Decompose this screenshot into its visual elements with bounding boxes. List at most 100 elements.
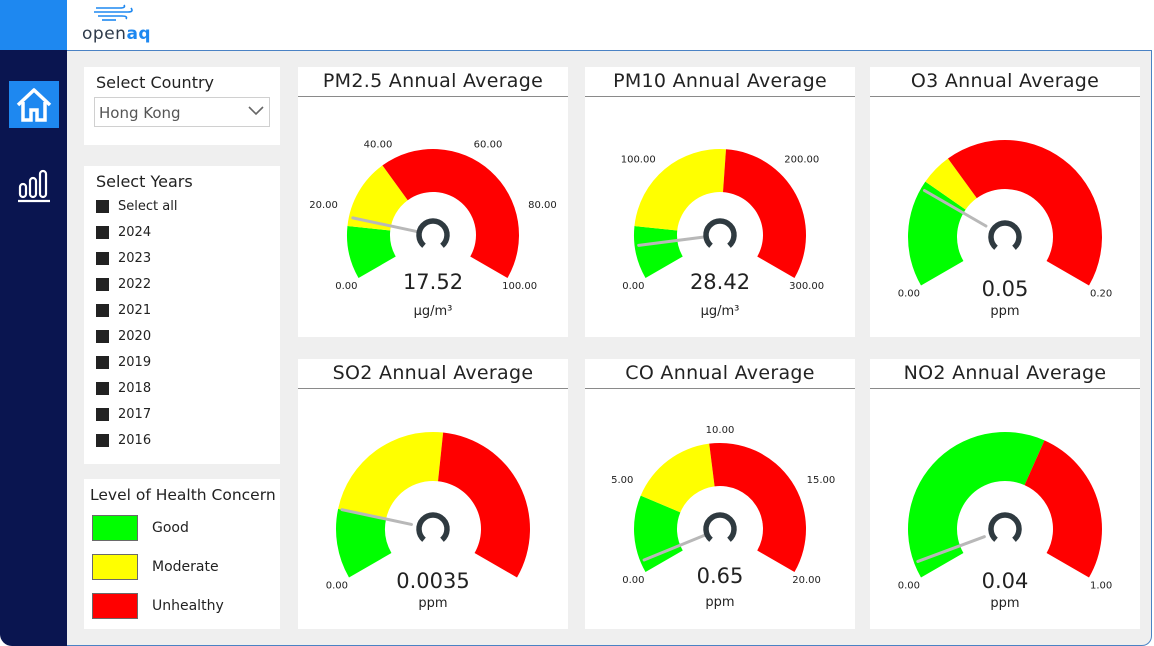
- gauge-tick-label: 0.00: [335, 281, 357, 292]
- legend-label: Unhealthy: [152, 598, 224, 614]
- gauge-title: PM10 Annual Average: [585, 69, 855, 97]
- gauge-chart: 0.00 1.00: [898, 432, 1112, 592]
- year-option-label: 2018: [118, 381, 152, 397]
- gauge-needle: [340, 508, 413, 526]
- year-option-label: 2019: [118, 355, 152, 371]
- gauge-tick-label: 80.00: [528, 200, 557, 211]
- years-slicer-title: Select Years: [96, 172, 193, 191]
- year-option[interactable]: 2019: [96, 354, 151, 372]
- gauge-needle: [642, 533, 706, 562]
- legend-swatch: [92, 554, 138, 580]
- gauge-chart: 0.00 5.00 10.00 15.00 20.00: [611, 425, 836, 586]
- gauge-tick-label: 0.00: [898, 581, 920, 592]
- gauge-hub: [416, 512, 450, 542]
- gauge-value: 28.42: [689, 270, 751, 294]
- unhealthy-band: [438, 432, 530, 578]
- year-option[interactable]: 2020: [96, 328, 151, 346]
- openaq-logo: openaq: [80, 4, 180, 46]
- year-option-label: 2017: [118, 407, 152, 423]
- gauge-tick-label: 20.00: [309, 200, 338, 211]
- country-slicer: Select Country Hong Kong: [84, 67, 280, 145]
- legend-title: Level of Health Concern: [90, 486, 276, 504]
- charts-page-button[interactable]: [9, 160, 59, 210]
- unhealthy-band: [1024, 440, 1102, 578]
- country-dropdown[interactable]: Hong Kong: [94, 97, 270, 127]
- gauge-tick-label: 10.00: [706, 425, 735, 436]
- legend-swatch: [92, 515, 138, 541]
- good-band: [634, 495, 683, 572]
- home-icon: [16, 87, 52, 122]
- gauge-tick-label: 15.00: [807, 475, 836, 486]
- gauge-chart: 0.00 0.20: [898, 140, 1112, 300]
- gauge-tick-label: 200.00: [784, 154, 819, 165]
- moderate-band: [338, 432, 444, 520]
- gauge-unit: µg/m³: [413, 304, 453, 319]
- checkbox[interactable]: [96, 199, 109, 213]
- good-band: [634, 226, 683, 278]
- unhealthy-band: [947, 140, 1102, 286]
- gauge-needle: [351, 216, 418, 233]
- gauge-tick-label: 40.00: [364, 140, 393, 151]
- gauge-tick-label: 60.00: [474, 140, 503, 151]
- gauge-needle: [916, 535, 986, 563]
- wind-waves-icon: [94, 4, 133, 21]
- moderate-band: [640, 443, 715, 513]
- gauge-unit: ppm: [418, 596, 448, 611]
- checkbox[interactable]: [96, 434, 109, 448]
- legend-label: Good: [152, 520, 189, 536]
- checkbox[interactable]: [96, 225, 109, 239]
- checkbox[interactable]: [96, 303, 109, 317]
- legend-item: Moderate: [92, 554, 219, 580]
- unhealthy-band: [709, 443, 806, 572]
- gauge-hub: [703, 218, 737, 248]
- gauge-chart: 0.00 20.00 40.00 60.00 80.00 100.00: [309, 140, 557, 292]
- gauge-title: CO Annual Average: [585, 361, 855, 389]
- header-accent-block: [0, 0, 67, 50]
- legend-swatch: [92, 593, 138, 619]
- year-option[interactable]: 2023: [96, 249, 151, 267]
- gauge-unit: ppm: [990, 304, 1020, 319]
- gauge-tick-label: 0.00: [326, 581, 348, 592]
- good-band: [336, 508, 392, 578]
- year-option[interactable]: 2022: [96, 275, 151, 293]
- gauge-chart: 0.00 100.00 200.00 300.00: [621, 149, 824, 292]
- unhealthy-band: [722, 149, 806, 278]
- checkbox[interactable]: [96, 330, 109, 343]
- year-select-all[interactable]: Select all: [96, 197, 177, 215]
- sidebar: [0, 50, 67, 646]
- year-option-label: 2024: [118, 224, 152, 240]
- gauge-hub: [703, 512, 737, 542]
- checkbox[interactable]: [96, 382, 109, 396]
- year-option-label: 2022: [118, 276, 152, 292]
- gauge-value: 0.0035: [396, 569, 470, 593]
- checkbox[interactable]: [96, 251, 109, 265]
- checkbox[interactable]: [96, 408, 109, 422]
- years-slicer: Select Years Select all 2024 2023 2022 2021 2…: [84, 166, 280, 464]
- home-button[interactable]: [9, 81, 59, 128]
- gauge-tick-label: 0.00: [898, 289, 920, 300]
- gauge-card: 0.00 20.00 40.00 60.00 80.00 100.00 PM2.5 Annu…: [298, 67, 568, 337]
- gauge-card: 0.00 5.00 10.00 15.00 20.00 CO Annual Average…: [585, 359, 855, 629]
- gauge-card: 0.00 SO2 Annual Average 0.0035 ppm: [298, 359, 568, 629]
- good-band: [908, 432, 1045, 578]
- gauge-tick-label: 100.00: [502, 281, 537, 292]
- good-band: [347, 226, 396, 278]
- year-option-label: 2021: [118, 302, 152, 318]
- checkbox[interactable]: [96, 277, 109, 291]
- gauge-tick-label: 1.00: [1090, 581, 1112, 592]
- report-canvas: Select Country Hong Kong Select Years Se…: [67, 50, 1152, 646]
- top-header: openaq: [0, 0, 1154, 50]
- checkbox[interactable]: [96, 356, 109, 370]
- year-option[interactable]: 2016: [96, 432, 151, 450]
- gauge-tick-label: 5.00: [611, 475, 633, 486]
- year-option[interactable]: 2017: [96, 406, 151, 424]
- gauge-tick-label: 20.00: [792, 575, 821, 586]
- year-option[interactable]: 2021: [96, 301, 151, 319]
- year-option[interactable]: 2018: [96, 380, 151, 398]
- legend-item: Good: [92, 515, 189, 541]
- gauge-unit: ppm: [705, 595, 735, 610]
- gauge-tick-label: 300.00: [789, 281, 824, 292]
- gauge-title: O3 Annual Average: [870, 69, 1140, 97]
- gauge-value: 0.65: [696, 564, 744, 588]
- year-option[interactable]: 2024: [96, 223, 151, 241]
